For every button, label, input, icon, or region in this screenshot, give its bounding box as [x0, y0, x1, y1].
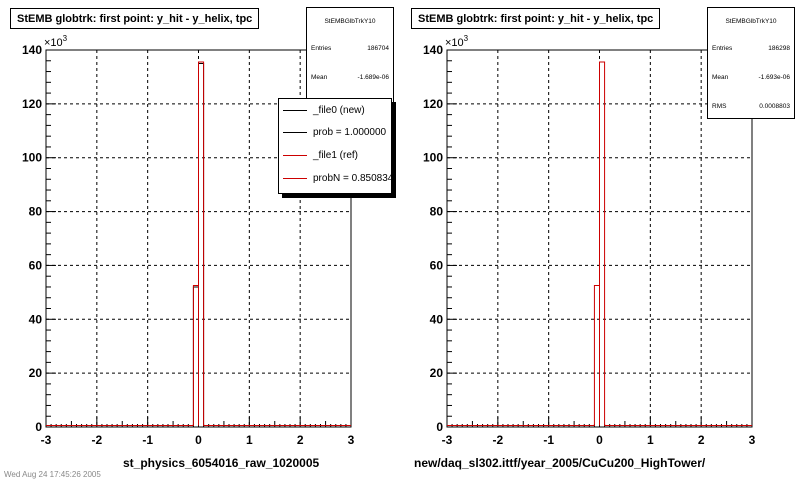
y-tick-label: 40	[29, 312, 43, 326]
panel-1-stats-row: Mean -1.689e-06	[311, 74, 389, 81]
y-tick-label: 0	[436, 420, 443, 434]
panel-2-stats-box: StEMBGlbTrkY10 Entries 186298 Mean -1.69…	[707, 7, 795, 119]
panel-2-stats-name: StEMBGlbTrkY10	[725, 18, 777, 25]
footer-timestamp: Wed Aug 24 17:45:26 2005	[4, 470, 101, 479]
panel-2-x-axis-label: new/daq_sl302.ittf/year_2005/CuCu200_Hig…	[414, 456, 706, 470]
x-tick-label: -1	[142, 433, 153, 447]
y-tick-label: 60	[430, 258, 444, 272]
panel-2-stats-row: Mean -1.693e-06	[712, 74, 790, 81]
y-tick-label: 100	[423, 151, 443, 165]
panel-1-x-axis-label: st_physics_6054016_raw_1020005	[123, 456, 320, 470]
panel-2-stats-row: Entries 186298	[712, 45, 790, 52]
panel-1-stats-name: StEMBGlbTrkY10	[324, 18, 376, 25]
x-tick-label: -3	[442, 433, 453, 447]
y-tick-label: 140	[22, 43, 42, 57]
y-axis-multiplier: ×103	[44, 34, 68, 49]
panel-1-stats-row: Entries 186704	[311, 45, 389, 52]
legend-label: _file0 (new)	[313, 104, 365, 116]
x-tick-label: -2	[492, 433, 503, 447]
y-tick-label: 80	[29, 205, 43, 219]
panel-1-legend: _file0 (new) prob = 1.000000 _file1 (ref…	[278, 98, 392, 194]
legend-label: _file1 (ref)	[313, 149, 359, 161]
legend-swatch	[283, 154, 307, 156]
y-tick-label: 0	[35, 420, 42, 434]
legend-swatch	[283, 109, 307, 111]
stats-value: 186704	[367, 45, 389, 52]
stats-label: Mean	[311, 74, 328, 81]
x-tick-label: -3	[41, 433, 52, 447]
y-tick-label: 20	[29, 366, 43, 380]
x-tick-label: -1	[543, 433, 554, 447]
y-axis-multiplier-exponent: 3	[464, 34, 469, 43]
y-tick-label: 140	[423, 43, 443, 57]
legend-label: probN = 0.850834	[313, 172, 392, 184]
stats-label: RMS	[712, 103, 727, 110]
legend-entry: _file1 (ref)	[279, 148, 358, 162]
x-tick-label: 0	[596, 433, 603, 447]
stats-label: Entries	[311, 45, 332, 52]
y-axis-multiplier: ×103	[445, 34, 469, 49]
stats-label: Mean	[712, 74, 729, 81]
y-tick-label: 80	[430, 205, 444, 219]
histogram-series--file1-ref-	[447, 61, 752, 426]
x-tick-label: 1	[647, 433, 654, 447]
panel-2-stats-row: RMS 0.0008803	[712, 103, 790, 110]
stats-value: -1.689e-06	[357, 74, 389, 81]
histogram-series--file1-ref-	[46, 61, 351, 426]
y-tick-label: 20	[430, 366, 444, 380]
x-tick-label: 3	[348, 433, 355, 447]
panel-1-title: StEMB globtrk: first point: y_hit - y_he…	[10, 8, 260, 29]
panel-2-title: StEMB globtrk: first point: y_hit - y_he…	[411, 8, 661, 29]
y-tick-label: 120	[22, 97, 42, 111]
stats-value: 0.0008803	[759, 103, 790, 110]
x-tick-label: 2	[698, 433, 705, 447]
x-tick-label: 1	[246, 433, 253, 447]
stats-label: Entries	[712, 45, 733, 52]
legend-entry: prob = 1.000000	[279, 125, 386, 139]
y-tick-label: 40	[430, 312, 444, 326]
legend-swatch	[283, 131, 307, 133]
legend-label: prob = 1.000000	[313, 126, 387, 138]
y-tick-label: 60	[29, 258, 43, 272]
x-tick-label: 3	[749, 433, 756, 447]
legend-swatch	[283, 177, 307, 179]
y-tick-label: 100	[22, 151, 42, 165]
legend-entry: _file0 (new)	[279, 103, 365, 117]
stats-value: -1.693e-06	[758, 74, 790, 81]
stats-value: 186298	[768, 45, 790, 52]
y-axis-multiplier-exponent: 3	[63, 34, 68, 43]
y-tick-label: 120	[423, 97, 443, 111]
x-tick-label: 2	[297, 433, 304, 447]
x-tick-label: -2	[91, 433, 102, 447]
x-tick-label: 0	[195, 433, 202, 447]
legend-entry: probN = 0.850834	[279, 171, 392, 185]
